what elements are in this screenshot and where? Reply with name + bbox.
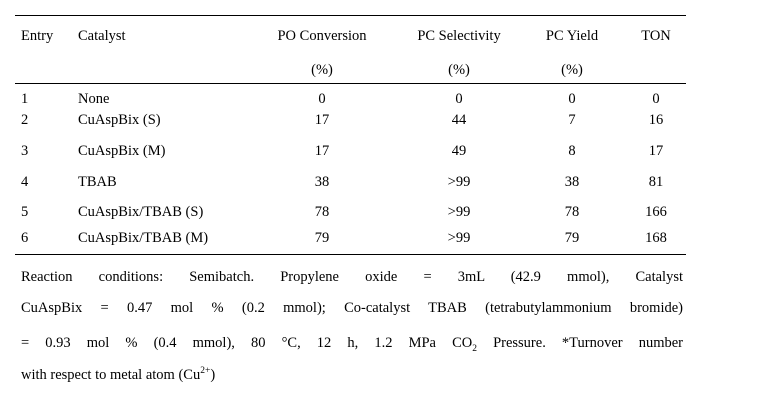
footnote-text: Pressure. *Turnover number xyxy=(476,335,683,351)
header-pc-yield: PC Yield xyxy=(545,28,599,44)
cell-ton: 16 xyxy=(648,112,664,128)
cell-catalyst: CuAspBix/TBAB (S) xyxy=(78,204,204,220)
cell-yield: 78 xyxy=(564,204,580,220)
footnote-subscript: 2 xyxy=(472,343,477,354)
cell-conversion: 0 xyxy=(318,91,326,107)
cell-selectivity: >99 xyxy=(447,204,471,220)
footnote-line-4: with respect to metal atom (Cu2+) xyxy=(21,366,683,384)
footnote-text: CuAspBix = 0.47 mol % (0.2 mmol); Co-cat… xyxy=(21,300,683,316)
cell-catalyst: CuAspBix/TBAB (M) xyxy=(78,230,209,246)
cell-yield: 7 xyxy=(568,112,576,128)
cell-entry: 4 xyxy=(21,174,29,190)
cell-selectivity: >99 xyxy=(447,174,471,190)
cell-yield: 0 xyxy=(568,91,576,107)
cell-ton: 168 xyxy=(645,230,667,246)
table-header-rule xyxy=(15,83,686,84)
footnote-line-1: Reaction conditions: Semibatch. Propylen… xyxy=(21,268,683,286)
cell-catalyst: CuAspBix (M) xyxy=(78,143,166,159)
header-catalyst: Catalyst xyxy=(78,28,126,44)
footnote-text: ) xyxy=(210,367,216,383)
cell-catalyst: TBAB xyxy=(78,174,117,190)
cell-entry: 6 xyxy=(21,230,29,246)
footnote-text: = 0.93 mol % (0.4 mmol), 80 °C, 12 h, 1.… xyxy=(21,335,473,351)
cell-selectivity: 44 xyxy=(451,112,467,128)
cell-conversion: 78 xyxy=(314,204,330,220)
cell-entry: 5 xyxy=(21,204,29,220)
header-po-conversion: PO Conversion xyxy=(277,28,367,44)
cell-conversion: 17 xyxy=(314,143,330,159)
header-pc-selectivity: PC Selectivity xyxy=(417,28,501,44)
header-po-conversion-unit: (%) xyxy=(311,62,333,78)
cell-yield: 79 xyxy=(564,230,580,246)
cell-ton: 0 xyxy=(652,91,660,107)
header-entry: Entry xyxy=(21,28,54,44)
cell-ton: 81 xyxy=(648,174,664,190)
cell-entry: 2 xyxy=(21,112,29,128)
cell-conversion: 79 xyxy=(314,230,330,246)
cell-yield: 8 xyxy=(568,143,576,159)
cell-selectivity: 0 xyxy=(455,91,463,107)
footnote-text: with respect to metal atom (Cu xyxy=(21,367,201,383)
header-pc-yield-unit: (%) xyxy=(561,62,583,78)
footnote-superscript: 2+ xyxy=(200,366,211,377)
cell-catalyst: CuAspBix (S) xyxy=(78,112,161,128)
cell-conversion: 38 xyxy=(314,174,330,190)
header-pc-selectivity-unit: (%) xyxy=(448,62,470,78)
table-top-rule xyxy=(15,15,686,16)
cell-entry: 3 xyxy=(21,143,29,159)
footnote-text: Reaction conditions: Semibatch. Propylen… xyxy=(21,269,683,285)
cell-selectivity: 49 xyxy=(451,143,467,159)
cell-catalyst: None xyxy=(78,91,110,107)
cell-ton: 166 xyxy=(645,204,667,220)
cell-conversion: 17 xyxy=(314,112,330,128)
cell-selectivity: >99 xyxy=(447,230,471,246)
cell-ton: 17 xyxy=(648,143,664,159)
footnote-line-3: = 0.93 mol % (0.4 mmol), 80 °C, 12 h, 1.… xyxy=(21,334,683,354)
table-bottom-rule xyxy=(15,254,686,255)
cell-entry: 1 xyxy=(21,91,29,107)
footnote-line-2: CuAspBix = 0.47 mol % (0.2 mmol); Co-cat… xyxy=(21,299,683,317)
header-ton: TON xyxy=(641,28,671,44)
cell-yield: 38 xyxy=(564,174,580,190)
